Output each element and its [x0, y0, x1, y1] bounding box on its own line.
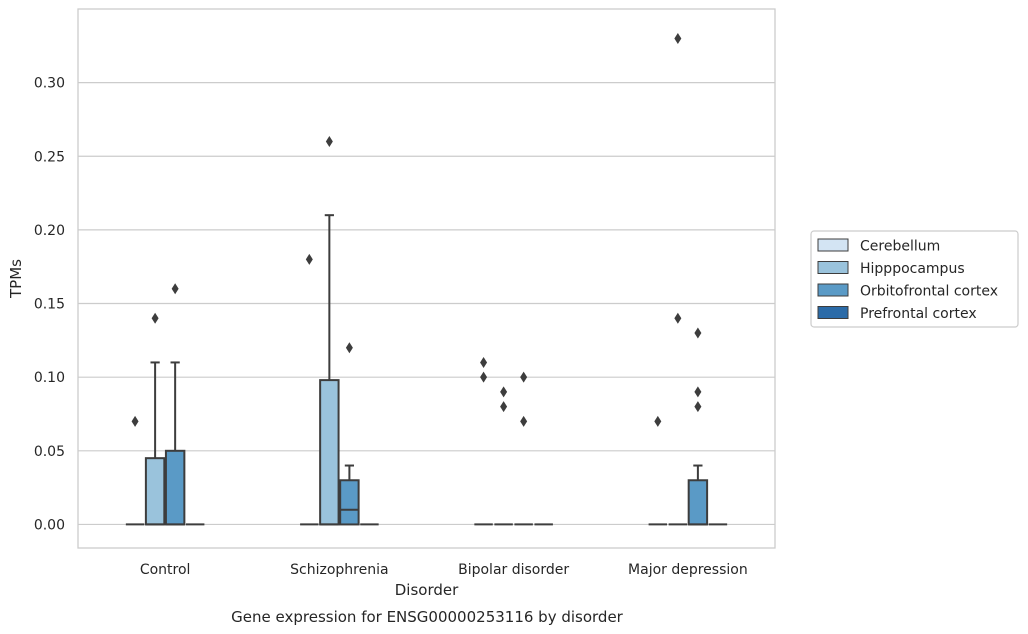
- outlier-point: [480, 356, 488, 368]
- box-0-0: [125, 415, 145, 526]
- box-3-2: [687, 327, 709, 526]
- legend-label: Hipppocampus: [860, 261, 965, 277]
- legend-label: Cerebellum: [860, 239, 940, 255]
- x-axis-label: Disorder: [395, 581, 459, 599]
- box-1-2: [339, 342, 360, 526]
- box-1-1: [319, 136, 340, 526]
- box-1-0: [300, 253, 319, 526]
- box-2-1: [494, 386, 513, 526]
- x-tick-label: Control: [140, 562, 191, 578]
- box-0-2: [164, 283, 186, 526]
- legend-swatch: [817, 261, 849, 274]
- outlier-point: [520, 415, 528, 427]
- outlier-point: [694, 386, 702, 398]
- boxes: [125, 32, 728, 526]
- y-axis-ticks: 0.00 0.05 0.10 0.15 0.20 0.25 0.30: [34, 76, 65, 534]
- y-tick-label: 0.20: [34, 223, 65, 239]
- legend-swatch: [817, 283, 849, 297]
- legend-label: Prefrontal cortex: [860, 306, 977, 322]
- y-axis-label: TPMs: [7, 259, 25, 299]
- box-3-1: [668, 32, 688, 526]
- y-tick-label: 0.05: [34, 444, 65, 460]
- x-tick-label: Major depression: [628, 562, 748, 578]
- outlier-point: [674, 32, 682, 44]
- box-rect: [339, 479, 360, 526]
- y-tick-label: 0.00: [34, 517, 65, 533]
- box-2-0: [474, 356, 493, 526]
- outlier-point: [654, 415, 662, 427]
- legend-label: Orbitofrontal cortex: [860, 284, 998, 300]
- y-tick-label: 0.25: [34, 149, 65, 165]
- outlier-point: [500, 401, 508, 413]
- y-tick-label: 0.30: [34, 76, 65, 92]
- x-axis-ticks: Control Schizophrenia Bipolar disorder Majo…: [140, 562, 748, 578]
- box-2-2: [514, 371, 533, 526]
- legend-swatch: [817, 238, 849, 252]
- x-tick-label: Bipolar disorder: [458, 562, 569, 578]
- grid-lines: [78, 82, 775, 526]
- outlier-point: [520, 371, 528, 383]
- box-3-0: [648, 415, 668, 526]
- outlier-point: [480, 371, 488, 383]
- legend: Cerebellum Hipppocampus Orbitofrontal cort…: [810, 230, 1019, 328]
- outlier-point: [171, 283, 179, 295]
- chart-caption: Gene expression for ENSG00000253116 by d…: [231, 608, 624, 626]
- box-rect: [164, 449, 186, 526]
- legend-frame: [810, 230, 1019, 328]
- box-0-1: [144, 312, 166, 526]
- outlier-point: [500, 386, 508, 398]
- box-rect: [144, 457, 166, 526]
- y-tick-label: 0.15: [34, 297, 65, 313]
- outlier-point: [131, 415, 139, 427]
- box-rect: [687, 479, 709, 526]
- outlier-point: [151, 312, 159, 324]
- y-tick-label: 0.10: [34, 370, 65, 386]
- outlier-point: [694, 327, 702, 339]
- legend-swatch: [817, 306, 849, 319]
- box-rect: [319, 379, 340, 526]
- outlier-point: [305, 253, 313, 265]
- x-tick-label: Schizophrenia: [290, 562, 388, 578]
- plot-frame: [77, 8, 776, 549]
- outlier-point: [674, 312, 682, 324]
- outlier-point: [345, 342, 353, 354]
- outlier-point: [694, 401, 702, 413]
- outlier-point: [325, 136, 333, 148]
